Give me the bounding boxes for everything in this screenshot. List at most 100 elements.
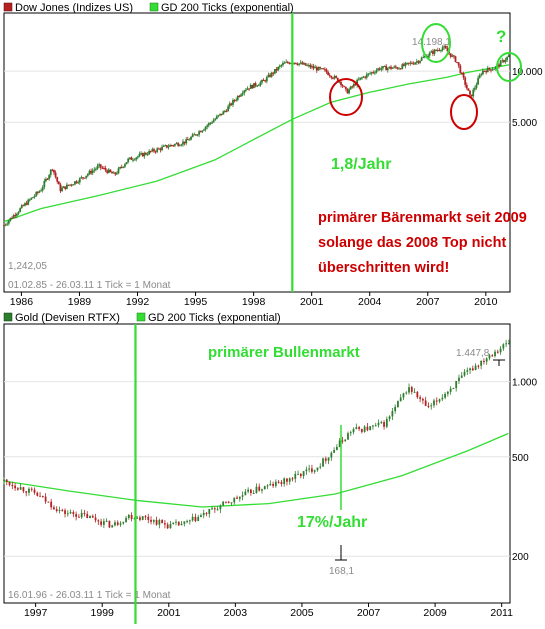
dow-y-gridlines [4, 70, 510, 123]
gold-candle-body [266, 485, 269, 487]
gold-candle-body [444, 393, 446, 398]
gold-candle-body [410, 387, 413, 392]
dow-candle-body [51, 169, 54, 171]
dow-candle-body [507, 55, 510, 57]
gold-candle-body [216, 509, 219, 511]
dow-bear-note-line-1: primärer Bärenmarkt seit 2009 [318, 210, 527, 226]
gold-candle-body [105, 520, 108, 522]
dow-candle-body [211, 122, 213, 124]
dow-candle-body [88, 170, 91, 175]
dow-candle-body [243, 90, 246, 94]
dow-candle-body [228, 103, 231, 107]
dow-x-tick-label: 2010 [474, 296, 498, 308]
gold-candle-body [485, 358, 488, 362]
gold-candle-body [474, 365, 477, 371]
gold-candle-body [399, 397, 402, 402]
gold-candle-body [499, 348, 502, 353]
dow-candle-body [248, 88, 250, 90]
dow-candle-body [386, 68, 389, 71]
dow-candle-body [156, 148, 159, 152]
dow-legend-label: Dow Jones (Indizes US) [15, 2, 133, 14]
dow-candle-body [198, 131, 201, 135]
dow-candle-body [236, 95, 239, 100]
dow-y-tick-label: 5.000 [512, 118, 537, 129]
gold-candle-body [335, 446, 338, 451]
dow-candle-body [32, 197, 34, 199]
gold-candle-body [424, 400, 427, 406]
dow-candle-body [391, 67, 394, 69]
gold-candle-body [449, 388, 452, 392]
dow-candle-body [261, 79, 263, 83]
gold-growth-note: 17%/Jahr [297, 514, 367, 531]
dow-candle-body [17, 211, 20, 214]
dow-candle-body [267, 74, 270, 78]
gold-candle-body [252, 493, 255, 495]
dow-candle-body [433, 49, 436, 54]
dow-candle-body [335, 76, 338, 78]
dow-candle-body [191, 134, 194, 138]
dow-low-label: 1,242,05 [8, 261, 47, 272]
dow-candle-body [462, 73, 465, 78]
gold-candle-body [208, 508, 211, 514]
gold-candle-body [97, 520, 100, 522]
gold-candle-body [114, 522, 116, 526]
dow-candle-body [4, 224, 7, 226]
dow-candle-body [161, 146, 163, 151]
dow-candle-body [38, 191, 41, 193]
dow-candle-body [341, 85, 344, 87]
dow-candle-body [402, 64, 405, 66]
dow-candle-body [53, 169, 55, 173]
gold-candle-body [488, 355, 491, 359]
dow-candle-body [322, 68, 325, 70]
dow-candle-body [119, 166, 121, 169]
dow-candle-body [91, 170, 94, 174]
dow-candle-body [422, 56, 425, 58]
dow-candle-body [349, 86, 352, 90]
gold-candle-body [313, 470, 316, 472]
dow-candle-body [420, 57, 423, 61]
gold-candle-body [280, 482, 283, 485]
gold-candle-body [305, 469, 308, 472]
gold-candle-body [28, 488, 30, 493]
dow-candle-body [61, 188, 63, 192]
dow-candle-body [40, 190, 42, 192]
dow-candle-body [190, 137, 192, 140]
gold-low-label: 168,1 [329, 566, 354, 577]
dow-y-ticks: 5.000 10.000 [512, 67, 543, 129]
dow-candle-body [174, 144, 176, 146]
dow-candle-body [307, 65, 310, 67]
dow-candle-body [132, 159, 134, 161]
gold-candle-body [50, 501, 53, 508]
dow-candle-body [41, 187, 44, 191]
dow-candle-body [319, 67, 321, 69]
dow-candle-body [93, 169, 96, 171]
dow-candle-body [301, 62, 304, 65]
dow-candle-body [417, 61, 420, 63]
dow-candle-body [162, 145, 165, 147]
dow-candle-body [380, 68, 383, 70]
dow-candle-body [369, 73, 371, 75]
dow-candle-body [136, 156, 139, 158]
dow-candle-body [144, 152, 147, 155]
dow-candle-body [130, 157, 133, 160]
dow-candle-body [95, 168, 97, 170]
gold-ma-legend-label: GD 200 Ticks (exponential) [148, 312, 281, 324]
gold-x-tick-label: 1997 [24, 607, 48, 619]
gold-candle-body [491, 355, 494, 357]
dow-candle-body [491, 69, 494, 71]
dow-candle-body [428, 52, 431, 56]
dow-candle-body [120, 166, 123, 168]
dow-question-mark: ? [496, 27, 506, 46]
gold-candle-body [5, 479, 8, 482]
dow-candle-body [135, 157, 138, 160]
dow-candle-body [327, 72, 330, 76]
dow-candle-body [101, 167, 104, 169]
dow-candle-body [485, 71, 488, 73]
dow-candle-body [183, 141, 186, 144]
dow-candle-body [411, 62, 413, 64]
dow-candle-body [3, 224, 5, 226]
dow-candle-body [280, 64, 283, 66]
gold-x-tick-label: 2011 [490, 607, 513, 619]
dow-candle-body [219, 113, 221, 116]
dow-candle-body [475, 84, 478, 88]
